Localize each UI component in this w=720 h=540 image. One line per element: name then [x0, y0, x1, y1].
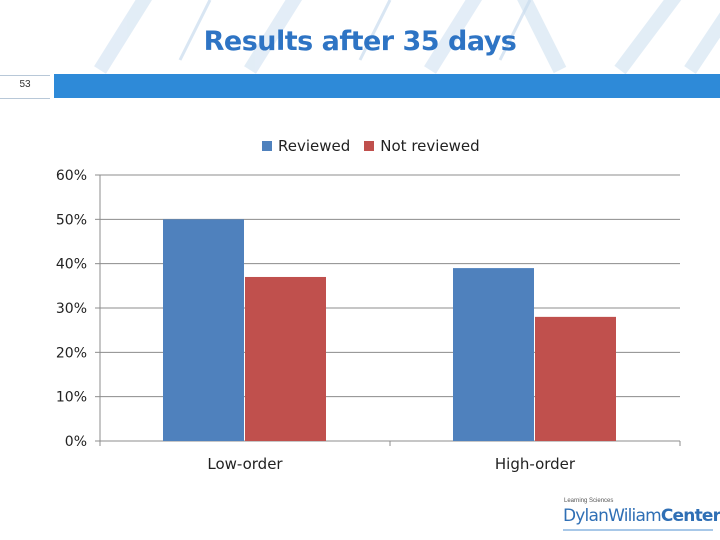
y-tick-label: 20% — [56, 345, 87, 361]
y-tick-label: 40% — [56, 257, 87, 273]
y-tick-label: 60% — [56, 168, 87, 184]
brand-name-part2: Center — [660, 506, 720, 526]
y-tick-label: 0% — [65, 434, 87, 450]
brand-underline — [563, 529, 713, 531]
legend-label-reviewed: Reviewed — [278, 137, 351, 155]
header-accent-bar — [54, 74, 720, 98]
brand-name-part1: DylanWiliam — [563, 506, 662, 526]
x-tick-label: High-order — [495, 455, 576, 473]
chart-legend: Reviewed Not reviewed — [262, 137, 480, 155]
legend-item-not-reviewed: Not reviewed — [364, 137, 480, 155]
y-tick-label: 50% — [56, 212, 87, 228]
slide-title: Results after 35 days — [203, 26, 517, 57]
slide-number: 53 — [19, 79, 31, 90]
brand-logo: Learning Sciences DylanWiliamCenter — [563, 498, 720, 532]
legend-swatch-not-reviewed — [364, 141, 375, 151]
legend-item-reviewed: Reviewed — [262, 137, 350, 155]
y-tick-label: 30% — [56, 301, 87, 317]
bar-not-reviewed-high-order — [535, 316, 616, 441]
x-tick-label: Low-order — [207, 455, 283, 473]
brand-name: DylanWiliamCenter — [563, 506, 720, 526]
bar-not-reviewed-low-order — [245, 276, 326, 441]
legend-swatch-reviewed — [262, 141, 272, 151]
y-tick-label: 10% — [56, 390, 87, 406]
bar-reviewed-low-order — [163, 219, 244, 441]
brand-tagline: Learning Sciences — [564, 498, 614, 504]
legend-label-not-reviewed: Not reviewed — [380, 137, 480, 155]
bar-reviewed-high-order — [453, 268, 534, 441]
slide-number-box: 53 — [0, 75, 50, 99]
